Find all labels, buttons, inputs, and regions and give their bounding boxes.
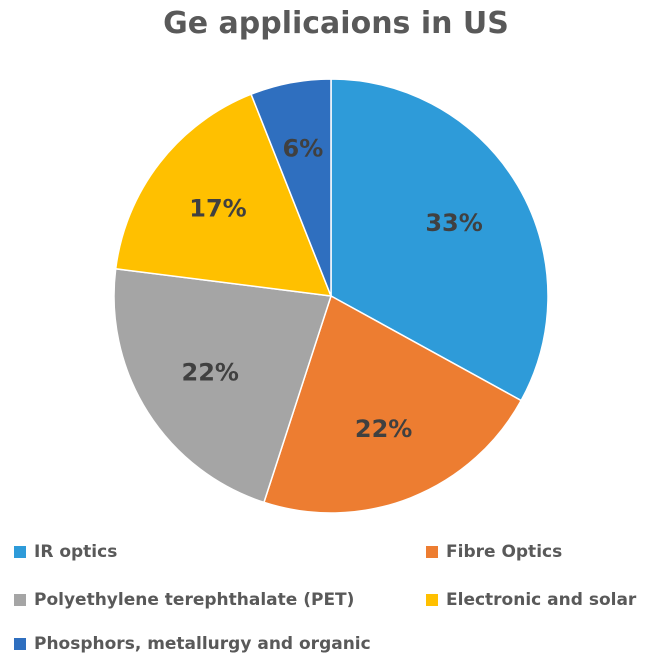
pie-slice-electronic-solar [114, 93, 333, 297]
legend-item-electronic-solar: Electronic and solar [426, 590, 636, 610]
pie-chart: 33% 22% 22% 17% 6% [113, 78, 549, 514]
pie-slice-fibre-optics [262, 294, 523, 514]
legend-label-pet: Polyethylene terephthalate (PET) [34, 590, 355, 610]
legend-label-electronic-solar: Electronic and solar [446, 590, 637, 610]
data-label-electronic-solar: 17% [189, 194, 246, 222]
data-label-fibre-optics: 22% [355, 415, 412, 443]
legend-label-phosphors: Phosphors, metallurgy and organic [34, 634, 371, 654]
legend-item-phosphors: Phosphors, metallurgy and organic [14, 634, 371, 654]
legend-swatch-phosphors [14, 638, 26, 650]
chart-title: Ge applicaions in US [163, 6, 509, 41]
legend-swatch-ir-optics [14, 546, 26, 558]
pie-slice-pet [113, 267, 332, 504]
legend-swatch-electronic-solar [426, 594, 438, 606]
data-label-ir-optics: 33% [425, 209, 482, 237]
legend-label-ir-optics: IR optics [34, 542, 118, 562]
legend-label-fibre-optics: Fibre Optics [446, 542, 563, 562]
legend-swatch-fibre-optics [426, 546, 438, 558]
pie-slice-ir-optics [330, 78, 549, 402]
legend-item-ir-optics: IR optics [14, 542, 117, 562]
legend-item-fibre-optics: Fibre Optics [426, 542, 562, 562]
legend-swatch-pet [14, 594, 26, 606]
data-label-pet: 22% [182, 359, 239, 387]
legend-item-pet: Polyethylene terephthalate (PET) [14, 590, 354, 610]
pie-slice-phosphors [250, 78, 332, 297]
data-label-phosphors: 6% [283, 135, 324, 163]
